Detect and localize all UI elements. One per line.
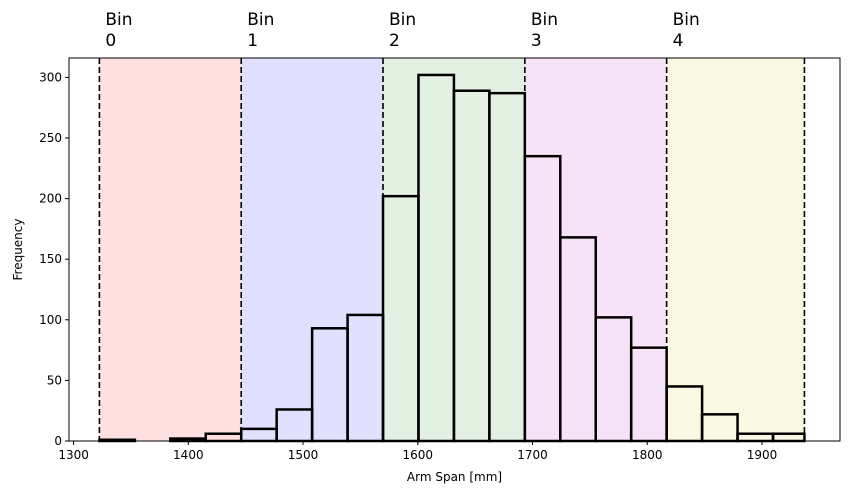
y-axis-ticks: 0 50 100 150 200 250 300 bbox=[39, 70, 69, 448]
bin-2-label: Bin 2 bbox=[389, 10, 416, 51]
x-tick-label: 1600 bbox=[403, 448, 434, 462]
y-tick-label: 50 bbox=[47, 373, 62, 387]
plot-frame bbox=[68, 57, 841, 442]
y-tick-label: 200 bbox=[39, 192, 62, 206]
y-tick-label: 100 bbox=[39, 313, 62, 327]
bin-boundary-lines bbox=[98, 58, 806, 441]
x-axis-title: Arm Span [mm] bbox=[407, 470, 502, 484]
bin-0-shading bbox=[99, 58, 242, 441]
x-tick-label: 1300 bbox=[58, 448, 89, 462]
bin-4-label: Bin 4 bbox=[673, 10, 700, 51]
y-axis-title: Frequency bbox=[11, 219, 25, 281]
x-tick-label: 1400 bbox=[173, 448, 204, 462]
x-tick-label: 1700 bbox=[517, 448, 548, 462]
y-tick-label: 0 bbox=[54, 434, 62, 448]
bin-4-shading bbox=[666, 58, 805, 441]
x-tick-label: 1900 bbox=[747, 448, 778, 462]
x-tick-label: 1800 bbox=[632, 448, 663, 462]
x-axis-ticks: 1300 1400 1500 1600 1700 1800 1900 bbox=[58, 441, 777, 462]
bin-shading-layer bbox=[99, 58, 805, 441]
bin-labels: Bin 0 Bin 1 Bin 2 Bin 3 Bin 4 bbox=[105, 10, 699, 51]
bin-3-label: Bin 3 bbox=[531, 10, 558, 51]
bin-1-label: Bin 1 bbox=[247, 10, 274, 51]
bin-0-label: Bin 0 bbox=[105, 10, 132, 51]
x-tick-label: 1500 bbox=[288, 448, 319, 462]
y-tick-label: 250 bbox=[39, 131, 62, 145]
y-tick-label: 150 bbox=[39, 252, 62, 266]
y-tick-label: 300 bbox=[39, 70, 62, 84]
